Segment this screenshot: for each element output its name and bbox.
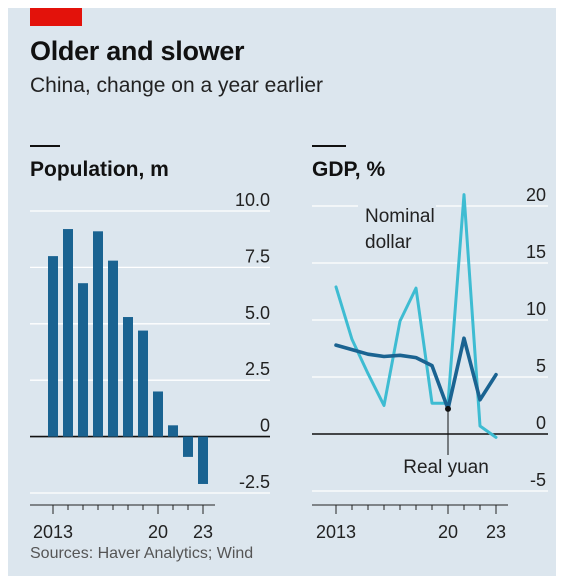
gdp-x-tick-label: 20 [438,522,458,542]
gdp-y-tick-label: 10 [526,299,546,319]
gdp-panel: GDP, % 20 15 10 5 0 -5 2013 20 23 Nominal dollar… [312,145,548,542]
real-yuan-label: Real yuan [403,457,489,478]
population-bar [63,229,73,437]
population-y-tick-label: 7.5 [245,246,270,266]
population-bar [153,391,163,437]
population-bar [183,436,193,457]
gdp-panel-title: GDP, % [312,158,385,181]
gdp-x-tick-label: 23 [486,522,506,542]
population-panel: Population, m 10.0 7.5 5.0 2.5 0 -2.5 2013 20 2… [30,145,270,542]
charts-canvas: Population, m 10.0 7.5 5.0 2.5 0 -2.5 2013 20 2… [30,145,548,542]
population-y-tick-label: 10.0 [235,190,270,210]
population-x-tick-label: 23 [193,522,213,542]
population-bar [168,425,178,437]
population-y-tick-label: 0 [260,416,270,436]
population-bar [48,256,58,437]
population-bar [198,436,208,484]
brand-red-tag [30,8,82,26]
population-x-tick-label: 2013 [33,522,73,542]
population-bar [93,231,103,437]
chart-title: Older and slower [30,36,245,66]
population-bar [138,330,148,437]
population-y-tick-label: -2.5 [239,472,270,492]
gdp-y-tick-label: -5 [530,470,546,490]
population-panel-title: Population, m [30,158,169,181]
chart-subtitle: China, change on a year earlier [30,74,324,97]
population-y-tick-label: 2.5 [245,359,270,379]
gdp-y-tick-label: 15 [526,242,546,262]
population-x-tick-label: 20 [148,522,168,542]
population-bar [123,317,133,437]
gdp-y-tick-label: 20 [526,185,546,205]
population-bar [108,260,118,437]
nominal-dollar-line [334,193,498,439]
gdp-y-tick-label: 5 [536,356,546,376]
gdp-y-tick-label: 0 [536,413,546,433]
real-yuan-line [334,336,498,411]
source-note: Sources: Haver Analytics; Wind [30,545,254,562]
nominal-dollar-label: dollar [365,232,412,253]
gdp-x-tick-label: 2013 [316,522,356,542]
population-bar [78,283,88,437]
population-y-tick-label: 5.0 [245,303,270,323]
nominal-dollar-label: Nominal [365,206,435,227]
chart-card: Older and slower China, change on a year… [8,8,556,576]
